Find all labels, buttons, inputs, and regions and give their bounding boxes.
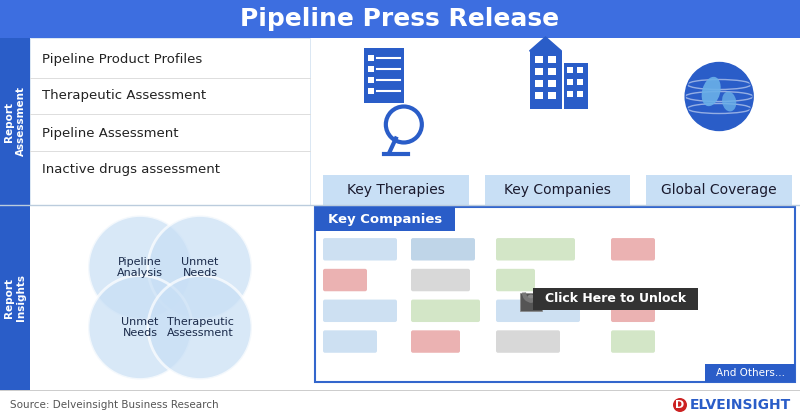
FancyBboxPatch shape [534,92,542,99]
Circle shape [88,215,192,320]
FancyBboxPatch shape [534,80,542,87]
FancyBboxPatch shape [368,77,374,83]
FancyBboxPatch shape [368,88,374,94]
FancyBboxPatch shape [705,364,795,382]
Text: Source: Delveinsight Business Research: Source: Delveinsight Business Research [10,400,218,410]
FancyBboxPatch shape [520,292,542,310]
Circle shape [685,63,753,131]
FancyBboxPatch shape [364,48,404,103]
Text: Key Companies: Key Companies [328,213,442,226]
FancyBboxPatch shape [0,205,30,390]
Circle shape [88,276,192,380]
Circle shape [148,215,252,320]
Text: Unmet
Needs: Unmet Needs [182,257,218,278]
FancyBboxPatch shape [533,288,698,310]
Text: And Others...: And Others... [715,368,785,378]
Text: Therapeutic
Assessment: Therapeutic Assessment [166,317,234,338]
FancyBboxPatch shape [496,330,560,353]
Circle shape [673,398,687,412]
Ellipse shape [702,77,721,106]
FancyBboxPatch shape [320,40,472,175]
FancyBboxPatch shape [534,68,542,75]
FancyBboxPatch shape [496,238,575,260]
FancyBboxPatch shape [496,299,580,322]
Text: Report
Assessment: Report Assessment [4,87,26,157]
Text: Report
Insights: Report Insights [4,274,26,321]
FancyBboxPatch shape [577,91,582,97]
FancyBboxPatch shape [646,175,792,205]
Text: Pipeline
Analysis: Pipeline Analysis [117,257,163,278]
Ellipse shape [722,92,736,111]
FancyBboxPatch shape [577,67,582,73]
FancyBboxPatch shape [611,238,655,260]
FancyBboxPatch shape [0,390,800,420]
Text: Unmet
Needs: Unmet Needs [122,317,158,338]
FancyBboxPatch shape [0,38,800,205]
FancyBboxPatch shape [547,56,555,63]
FancyBboxPatch shape [368,55,374,61]
FancyBboxPatch shape [547,92,555,99]
FancyBboxPatch shape [530,51,562,109]
FancyBboxPatch shape [323,269,367,291]
FancyBboxPatch shape [485,175,630,205]
FancyBboxPatch shape [0,38,30,205]
FancyBboxPatch shape [0,205,800,390]
FancyBboxPatch shape [547,80,555,87]
FancyBboxPatch shape [547,68,555,75]
FancyBboxPatch shape [323,238,397,260]
FancyBboxPatch shape [566,67,573,73]
FancyBboxPatch shape [0,0,800,38]
FancyBboxPatch shape [566,79,573,85]
Text: Click Here to Unlock: Click Here to Unlock [545,292,686,305]
FancyBboxPatch shape [611,330,655,353]
FancyBboxPatch shape [315,207,795,382]
Circle shape [148,276,252,380]
FancyBboxPatch shape [566,91,573,97]
Text: Pipeline Product Profiles: Pipeline Product Profiles [42,53,202,66]
FancyBboxPatch shape [315,207,455,231]
FancyBboxPatch shape [411,299,480,322]
Text: Key Therapies: Key Therapies [347,183,445,197]
FancyBboxPatch shape [323,330,377,353]
Text: Inactive drugs assessment: Inactive drugs assessment [42,163,220,176]
Text: D: D [675,400,685,410]
Text: ELVEINSIGHT: ELVEINSIGHT [690,398,791,412]
Text: Pipeline Assessment: Pipeline Assessment [42,126,178,139]
Polygon shape [530,37,562,51]
FancyBboxPatch shape [411,238,475,260]
FancyBboxPatch shape [411,269,470,291]
FancyBboxPatch shape [411,330,460,353]
Circle shape [527,294,535,302]
FancyBboxPatch shape [323,175,469,205]
FancyBboxPatch shape [368,66,374,72]
FancyBboxPatch shape [577,79,582,85]
Text: Key Companies: Key Companies [504,183,611,197]
FancyBboxPatch shape [496,269,535,291]
FancyBboxPatch shape [482,40,634,175]
FancyBboxPatch shape [611,299,655,322]
Text: Pipeline Press Release: Pipeline Press Release [241,7,559,31]
Text: Therapeutic Assessment: Therapeutic Assessment [42,89,206,102]
FancyBboxPatch shape [30,38,310,205]
Text: Global Coverage: Global Coverage [662,183,777,197]
FancyBboxPatch shape [563,63,587,109]
FancyBboxPatch shape [323,299,397,322]
FancyBboxPatch shape [534,56,542,63]
FancyBboxPatch shape [643,40,795,175]
